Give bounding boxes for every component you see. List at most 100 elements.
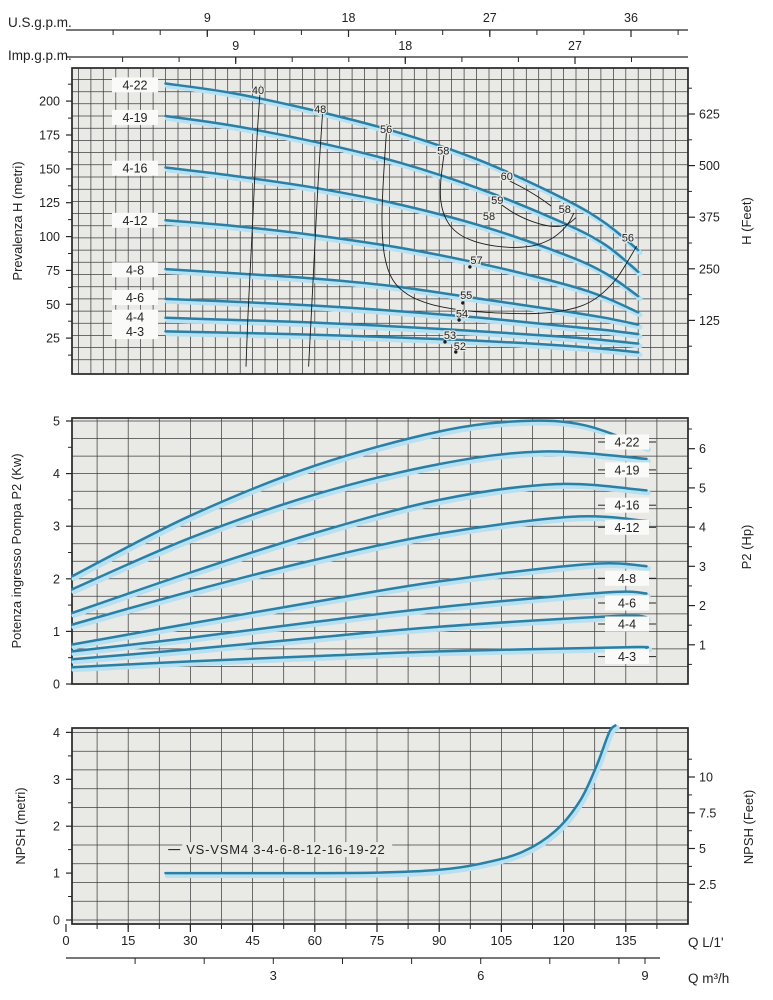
- flow-lmin-tick-label: 120: [553, 933, 575, 948]
- flow-lmin-tick-label: 45: [245, 933, 259, 948]
- bep-dot: [461, 301, 465, 305]
- power-curve-labels: 4-22 4-19 4-16 4-12 4-8 4-6 4-4 4-3: [598, 434, 656, 665]
- efficiency-label-58: 58: [559, 204, 571, 216]
- head-ytick-label: 100: [39, 230, 60, 244]
- npsh-feet-label: 2.5: [699, 878, 716, 892]
- curve-power-4-22: [70, 419, 648, 578]
- head-feet-label: 625: [699, 108, 720, 122]
- npsh-right-axis: 2.5 5 7.5 10: [688, 758, 716, 903]
- curve-label-4-22: 4-22: [122, 78, 147, 92]
- power-hp-label: 3: [699, 560, 706, 574]
- curve-label-box: [605, 519, 649, 535]
- npsh-feet-label: 7.5: [699, 806, 716, 820]
- power-ytick-label: 0: [53, 678, 60, 692]
- us-gpm-tick-label: 27: [483, 11, 497, 25]
- flow-axis-lmin-unit-label: Q L/1': [688, 935, 724, 950]
- imp-gpm-axis: 9 18 27: [66, 39, 688, 64]
- curve-head-4-8: [164, 267, 640, 326]
- efficiency-label-60: 60: [501, 171, 513, 183]
- contour-c48: [308, 105, 324, 367]
- curve-power-4-12: [70, 515, 648, 626]
- contour-c58: [439, 147, 575, 248]
- head-feet-label: 125: [699, 314, 720, 328]
- head-left-axis: 25 50 75 100 125 150 175 200: [39, 83, 72, 356]
- npsh-grid: [72, 728, 688, 924]
- power-left-axis: 0 1 2 3 4 5: [53, 415, 72, 692]
- curve-power-4-6: [70, 590, 648, 653]
- efficiency-label-58: 58: [437, 146, 449, 158]
- npsh-ytick-label: 4: [53, 726, 60, 740]
- curve-power-4-19-glow: [71, 451, 651, 595]
- curve-head-4-6-glow: [164, 298, 643, 340]
- npsh-chart: 0 1 2 3 4 2.5 5 7.5 10 VS-VSM4 3-4-6-8-12-16-19-2…: [53, 724, 716, 928]
- curve-head-4-3: [164, 330, 640, 354]
- flow-axis-l-per-min: 0 15 30 45 60 75 90 105 120 135: [62, 924, 658, 948]
- bep-dot: [468, 265, 472, 269]
- head-right-axis: 125 250 375 500 625: [688, 87, 720, 347]
- curve-label-power-4-19: 4-19: [614, 463, 639, 477]
- head-ytick-label: 75: [46, 264, 60, 278]
- flow-lmin-tick-label: 90: [432, 933, 446, 948]
- flow-lmin-tick-label: 75: [370, 933, 384, 948]
- curve-head-4-4-glow: [164, 317, 643, 349]
- imp-gpm-tick-label: 9: [232, 39, 239, 53]
- curve-label-box: [605, 497, 649, 513]
- curve-head-4-19: [164, 114, 640, 274]
- curve-head-4-12-glow: [164, 220, 643, 318]
- curve-label-box: [112, 309, 158, 325]
- curve-head-4-6: [164, 297, 640, 336]
- annotation-box: [182, 842, 393, 858]
- curve-label-power-4-12: 4-12: [614, 521, 639, 535]
- curve-power-4-22-glow: [71, 420, 651, 582]
- efficiency-label-53: 53: [444, 330, 456, 342]
- npsh-ytick-label: 0: [53, 914, 60, 928]
- npsh-annotation-text: VS-VSM4 3-4-6-8-12-16-19-22: [186, 842, 385, 857]
- curve-label-power-4-22: 4-22: [614, 436, 639, 450]
- npsh-left-axis: 0 1 2 3 4: [53, 726, 72, 928]
- curve-head-4-16: [164, 166, 640, 298]
- curve-label-4-8: 4-8: [126, 263, 144, 277]
- imp-gpm-tick-label: 27: [568, 39, 582, 53]
- curve-power-4-16: [70, 482, 648, 615]
- us-gpm-tick-label: 36: [624, 11, 638, 25]
- flow-m3h-tick-label: 9: [641, 968, 648, 983]
- power-hp-label: 2: [699, 599, 706, 613]
- power-hp-label: 5: [699, 481, 706, 495]
- flow-lmin-tick-label: 0: [62, 933, 69, 948]
- curve-label-box: [605, 462, 649, 478]
- generated-chart-layers: 2550751001251501752001252503755006254-22…: [39, 11, 720, 983]
- imp-gpm-axis-title: Imp.g.p.m.: [8, 48, 72, 63]
- power-hp-label: 4: [699, 521, 706, 535]
- efficiency-label-57: 57: [470, 255, 482, 267]
- us-gpm-tick-label: 9: [204, 11, 211, 25]
- curve-label-4-6: 4-6: [126, 291, 144, 305]
- power-right-axis: 1 2 3 4 5 6: [688, 428, 706, 665]
- npsh-ytick-label: 3: [53, 773, 60, 787]
- efficiency-label-59: 59: [491, 195, 503, 207]
- power-chart-ylabel-left: Potenza ingresso Pompa P2 (Kw): [9, 453, 24, 648]
- npsh-chart-ylabel-left: NPSH (metri): [13, 787, 28, 864]
- curve-label-4-19: 4-19: [122, 111, 147, 125]
- curve-npsh-glow: [164, 725, 620, 879]
- flow-axis-m3-per-h: 3 6 9: [66, 957, 660, 983]
- curve-head-4-22: [164, 82, 640, 252]
- curve-label-box: [605, 616, 649, 632]
- power-hp-label: 6: [699, 442, 706, 456]
- efficiency-label-54: 54: [456, 308, 468, 320]
- curve-npsh: [164, 724, 617, 875]
- curve-head-4-3-glow: [164, 331, 643, 358]
- npsh-chart-ylabel-right: NPSH (Feet): [741, 790, 756, 864]
- chart-border: [71, 67, 689, 375]
- curve-label-box: [112, 77, 158, 93]
- contour-c59: [500, 203, 577, 227]
- bep-dot: [457, 318, 461, 322]
- us-gpm-axis-title: U.S.g.p.m.: [8, 15, 72, 30]
- curve-label-box: [112, 160, 158, 176]
- curve-label-4-16: 4-16: [122, 162, 147, 176]
- curve-label-power-4-16: 4-16: [614, 499, 639, 513]
- npsh-annotation: VS-VSM4 3-4-6-8-12-16-19-22: [168, 842, 393, 858]
- chart-border: [71, 417, 689, 685]
- head-chart-ylabel-right: H (Feet): [739, 197, 754, 245]
